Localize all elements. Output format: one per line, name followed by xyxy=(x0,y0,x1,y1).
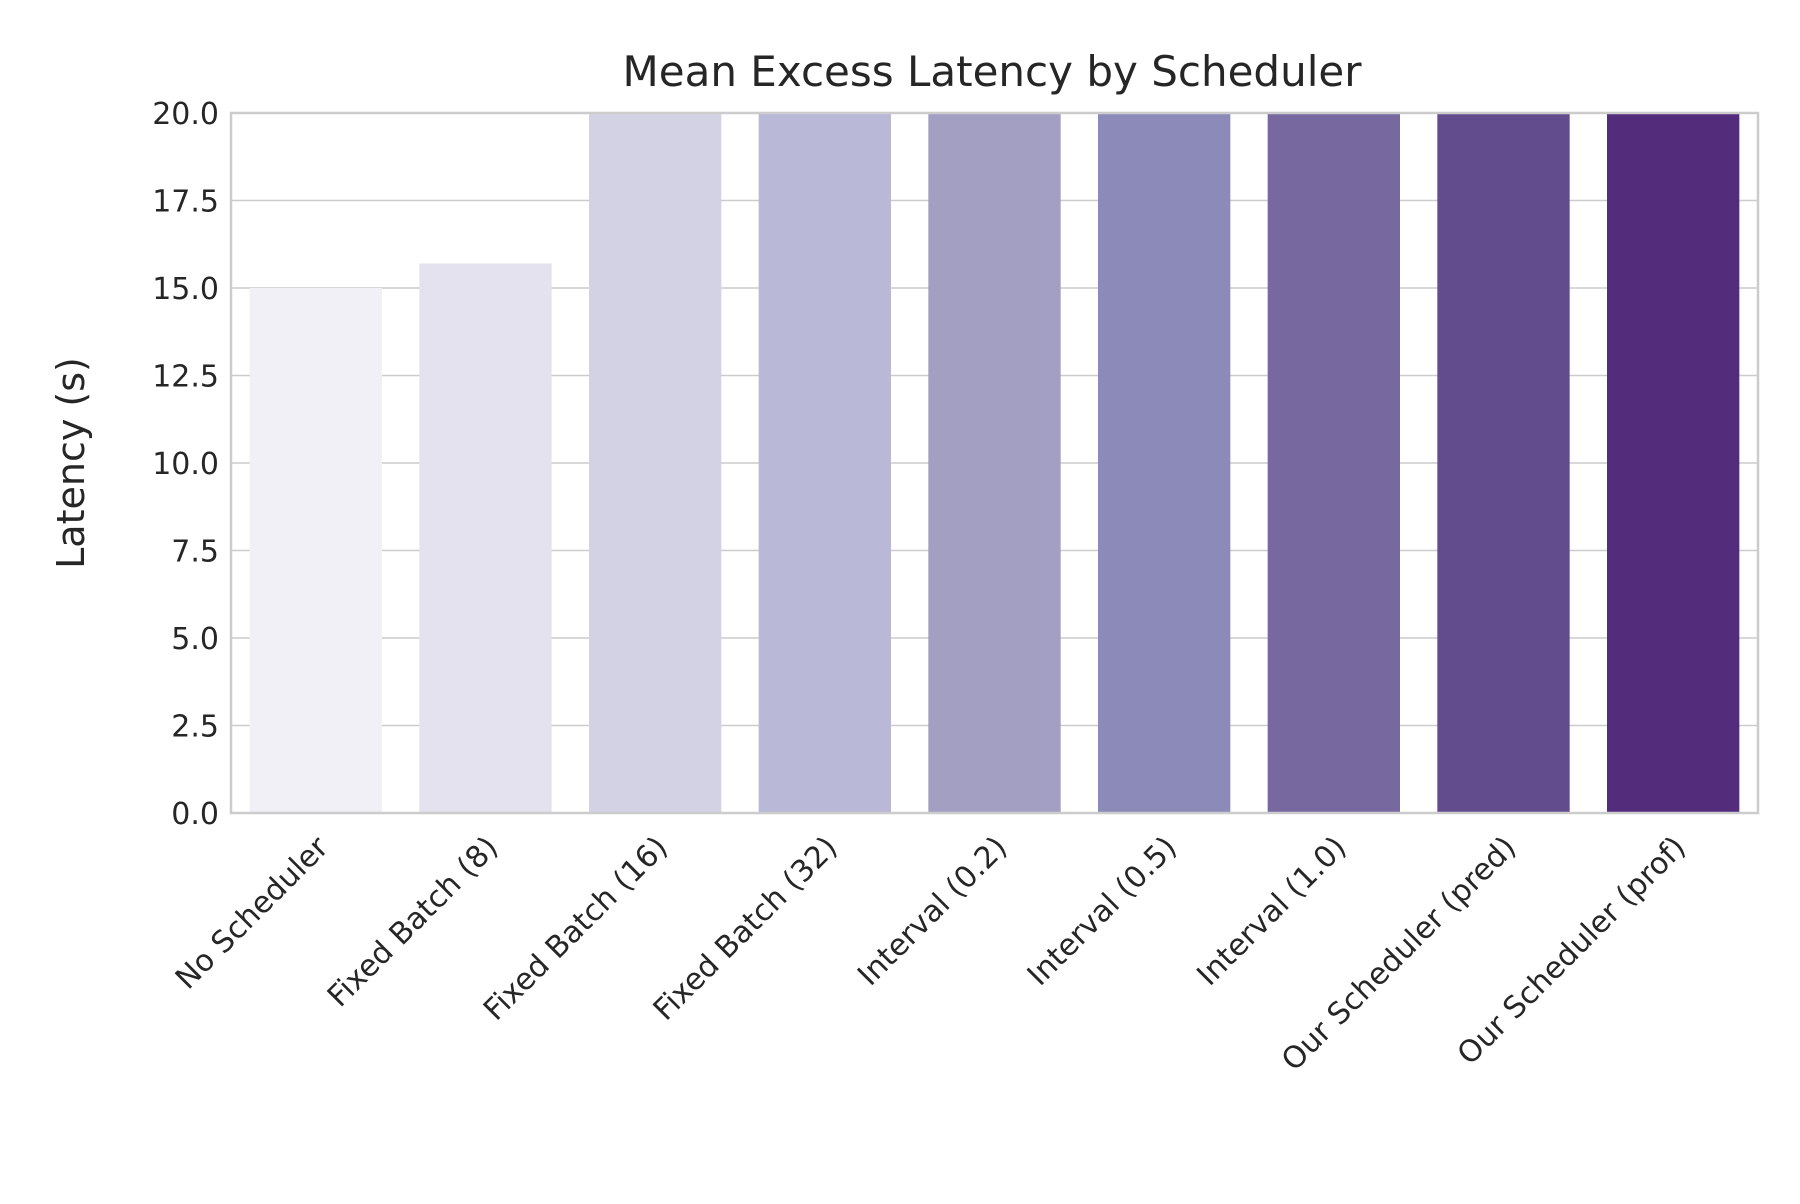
x-tick-label: Fixed Batch (32) xyxy=(647,830,845,1028)
y-tick-label: 17.5 xyxy=(152,185,219,220)
bar xyxy=(1267,113,1401,813)
y-tick-label: 12.5 xyxy=(152,360,219,395)
bar xyxy=(1606,113,1740,813)
y-tick-label: 7.5 xyxy=(171,535,219,570)
y-tick-label: 5.0 xyxy=(171,622,219,657)
x-tick-label: No Scheduler xyxy=(169,829,336,996)
bar xyxy=(1097,113,1231,813)
y-tick-label: 2.5 xyxy=(171,710,219,745)
plot-frame xyxy=(229,111,1760,815)
bar xyxy=(1437,113,1570,813)
bars xyxy=(249,113,1740,813)
x-tick-label: Fixed Batch (16) xyxy=(477,830,675,1028)
x-tick-label: Interval (0.2) xyxy=(851,830,1014,993)
y-axis-label: Latency (s) xyxy=(49,357,93,569)
bar xyxy=(758,113,892,813)
y-tick-label: 0.0 xyxy=(171,797,219,832)
bar xyxy=(928,113,1061,813)
bar xyxy=(249,288,383,813)
x-tick-label: Interval (0.5) xyxy=(1021,830,1184,993)
y-axis-ticks: 0.0 2.5 5.0 7.5 10.0 12.5 15.0 17.5 20.0 xyxy=(152,97,219,832)
y-tick-label: 20.0 xyxy=(152,97,219,132)
y-tick-label: 10.0 xyxy=(152,447,219,482)
y-tick-label: 15.0 xyxy=(152,272,219,307)
x-tick-label: Fixed Batch (8) xyxy=(321,830,505,1014)
bar xyxy=(588,113,722,813)
bar xyxy=(419,263,552,813)
chart-title: Mean Excess Latency by Scheduler xyxy=(623,47,1363,96)
x-tick-label: Interval (1.0) xyxy=(1190,830,1353,993)
